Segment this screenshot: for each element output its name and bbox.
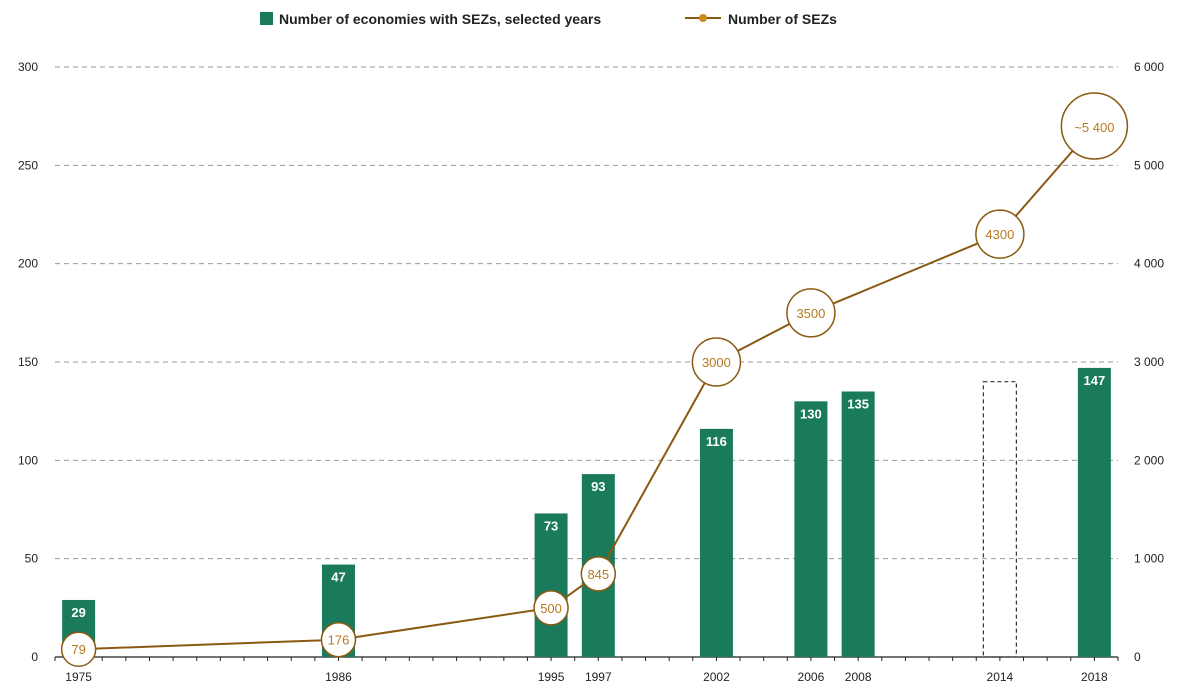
- y-left-tick-label: 50: [25, 552, 39, 566]
- x-tick-label: 2014: [987, 670, 1014, 684]
- bar-value-label: 130: [800, 406, 822, 421]
- x-tick-label: 2008: [845, 670, 872, 684]
- x-tick-label: 1997: [585, 670, 612, 684]
- line-value-label: 845: [587, 567, 609, 582]
- line-point-marker: [691, 337, 742, 387]
- bar: [794, 401, 828, 657]
- line-value-label: 3500: [796, 306, 825, 321]
- bar: [1077, 367, 1111, 657]
- bar-value-label: 116: [706, 434, 727, 449]
- bar-value-label: 73: [544, 518, 558, 533]
- y-right-tick-label: 6 000: [1134, 60, 1164, 74]
- y-right-tick-label: 4 000: [1134, 257, 1164, 271]
- y-left-tick-label: 200: [18, 257, 38, 271]
- y-left-tick-label: 0: [31, 650, 38, 664]
- legend-line-label: Number of SEZs: [728, 11, 837, 27]
- y-left-tick-label: 300: [18, 60, 38, 74]
- bar-placeholder: [982, 381, 1017, 658]
- line-value-label: ~5 400: [1074, 120, 1114, 135]
- line-value-label: 79: [71, 642, 85, 657]
- bar: [699, 428, 733, 657]
- bar-value-label: 93: [591, 479, 605, 494]
- line-point-marker: [786, 288, 836, 338]
- y-left-tick-label: 150: [18, 355, 38, 369]
- bar-value-label: 135: [847, 397, 869, 412]
- line-point-marker: [1060, 92, 1129, 160]
- bar: [534, 513, 568, 657]
- bar-value-label: 147: [1084, 373, 1106, 388]
- y-left-tick-label: 100: [18, 453, 38, 467]
- line-point-marker: [320, 621, 357, 658]
- y-right-tick-label: 5 000: [1134, 158, 1164, 172]
- y-right-tick-label: 1 000: [1134, 552, 1164, 566]
- y-right-tick-label: 0: [1134, 650, 1141, 664]
- y-left-tick-label: 250: [18, 158, 38, 172]
- line-value-label: 3000: [702, 355, 731, 370]
- x-tick-label: 2002: [703, 670, 730, 684]
- x-tick-label: 2018: [1081, 670, 1108, 684]
- x-tick-label: 1986: [325, 670, 352, 684]
- legend-bar-label: Number of economies with SEZs, selected …: [279, 11, 601, 27]
- bar-value-label: 47: [331, 570, 345, 585]
- line-value-label: 4300: [985, 227, 1014, 242]
- line-point-marker: [580, 556, 617, 592]
- line-series: 79 176 500 845 3000 3500 4300 ~5 400: [60, 92, 1129, 667]
- y-right-tick-label: 3 000: [1134, 355, 1164, 369]
- bar-value-label: 29: [71, 605, 85, 620]
- line-value-label: 176: [328, 633, 350, 648]
- bar: [841, 391, 875, 657]
- bar-series: 29 47 73 93 116 130 135 147: [62, 367, 1111, 658]
- line-value-label: 500: [540, 601, 562, 616]
- x-tick-label: 1995: [538, 670, 565, 684]
- x-tick-label: 1975: [65, 670, 92, 684]
- x-tick-label: 2006: [798, 670, 825, 684]
- line-point-marker: [60, 631, 97, 667]
- line-point-marker: [533, 590, 569, 626]
- legend: Number of economies with SEZs, selected …: [260, 11, 837, 27]
- line-point-marker: [975, 209, 1025, 259]
- y-right-tick-label: 2 000: [1134, 453, 1164, 467]
- legend-bar-swatch: [260, 12, 273, 25]
- series-line: [78, 125, 1096, 651]
- legend-line-marker: [699, 14, 707, 22]
